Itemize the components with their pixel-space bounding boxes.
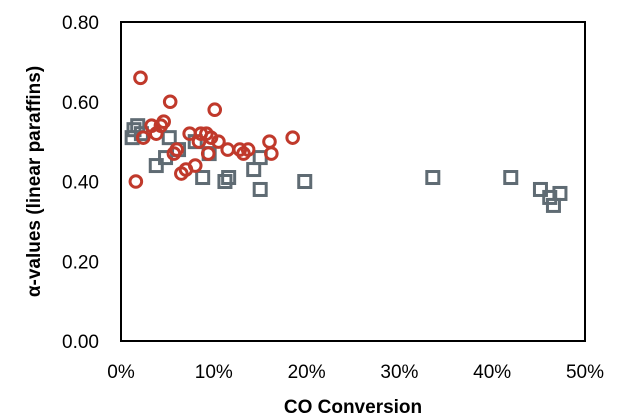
x-axis-title: CO Conversion	[284, 397, 422, 418]
square-marker	[542, 189, 558, 205]
circle-marker	[169, 142, 184, 157]
square-marker	[297, 174, 313, 189]
x-tick-labels: 0% 10% 20% 30% 40% 50%	[107, 362, 604, 383]
circle-marker	[264, 146, 279, 161]
square-marker	[503, 170, 519, 186]
y-tick-label: 0.20	[62, 252, 99, 273]
circle-marker	[285, 130, 300, 145]
circle-marker	[211, 134, 226, 149]
circle-marker	[191, 134, 207, 149]
y-tick-labels: 0.00 0.20 0.40 0.60 0.80	[62, 13, 99, 353]
square-marker	[545, 197, 561, 213]
x-tick-label: 10%	[195, 362, 233, 383]
circle-marker	[220, 142, 236, 157]
x-tick-label: 30%	[380, 362, 418, 383]
circle-marker	[187, 158, 203, 173]
square-marker	[217, 174, 233, 189]
circle-marker	[135, 130, 151, 145]
x-tick-label: 0%	[107, 362, 135, 383]
y-tick-label: 0.60	[62, 93, 99, 114]
circle-marker	[156, 114, 171, 129]
square-marker	[425, 170, 441, 186]
circle-marker	[203, 130, 219, 145]
x-tick-label: 20%	[288, 362, 326, 383]
square-marker	[252, 181, 268, 197]
y-tick-label: 0.80	[62, 13, 99, 34]
square-marker	[221, 170, 237, 186]
circle-marker	[162, 94, 178, 110]
x-tick-label: 50%	[566, 362, 604, 383]
x-tick-label: 40%	[473, 362, 511, 383]
square-marker	[195, 170, 211, 186]
square-marker	[532, 181, 548, 197]
square-marker	[161, 130, 177, 146]
y-tick-label: 0.00	[62, 332, 99, 353]
circle-marker	[128, 174, 144, 189]
square-marker	[130, 118, 146, 134]
y-tick-label: 0.40	[62, 173, 99, 194]
circle-marker	[200, 146, 216, 161]
square-marker	[148, 158, 164, 174]
plot-area-frame	[120, 21, 586, 342]
circle-marker	[207, 102, 223, 118]
circle-marker	[133, 70, 148, 86]
square-marker	[552, 185, 568, 201]
circle-marker	[262, 134, 277, 149]
data-marks	[124, 70, 568, 213]
circle-marker	[240, 142, 256, 157]
y-axis-title: α-values (linear paraffins)	[24, 66, 45, 297]
square-marker	[246, 162, 262, 178]
